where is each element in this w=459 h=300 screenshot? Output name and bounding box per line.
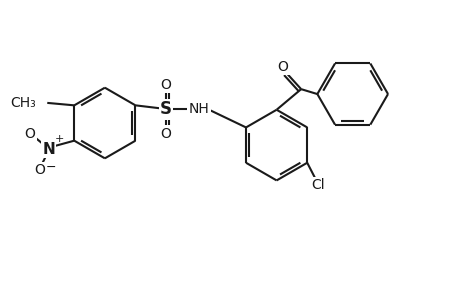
Text: N: N (42, 142, 55, 157)
Text: O: O (34, 163, 45, 177)
Text: NH: NH (189, 102, 209, 116)
Text: −: − (45, 161, 56, 174)
Text: O: O (25, 127, 35, 141)
Text: S: S (160, 100, 172, 118)
Text: +: + (55, 134, 64, 144)
Text: O: O (160, 78, 171, 92)
Text: Cl: Cl (311, 178, 324, 192)
Text: O: O (277, 60, 288, 74)
Text: CH₃: CH₃ (11, 96, 36, 110)
Text: O: O (160, 127, 171, 141)
